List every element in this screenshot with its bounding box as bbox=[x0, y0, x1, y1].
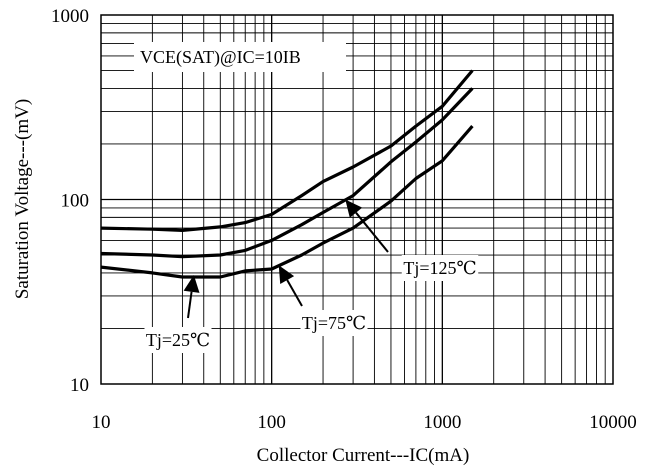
series-line bbox=[100, 87, 474, 259]
annotation-label: Tj=25℃ bbox=[146, 330, 210, 350]
annotation-arrow-head bbox=[345, 199, 363, 218]
x-tick-label: 1000 bbox=[423, 412, 461, 433]
condition-label: VCE(SAT)@IC=10IB bbox=[140, 47, 301, 68]
annotation-label-background bbox=[144, 327, 212, 353]
condition-box-background bbox=[134, 42, 346, 72]
annotations: Tj=125℃ Tj=75℃ Tj=25℃ bbox=[144, 199, 479, 353]
annotation-label: Tj=75℃ bbox=[302, 313, 366, 333]
y-axis-label: Saturation Voltage---(mV) bbox=[12, 99, 33, 299]
y-tick-label: 10 bbox=[70, 375, 89, 396]
y-tick-label: 1000 bbox=[51, 6, 89, 27]
annotation-arrow-head bbox=[278, 265, 295, 285]
y-tick-label: 100 bbox=[61, 191, 90, 212]
annotation-arrow-head bbox=[183, 274, 200, 293]
x-tick-label: 10 bbox=[92, 412, 111, 433]
x-axis-label: Collector Current---IC(mA) bbox=[257, 445, 470, 466]
series-lines bbox=[100, 69, 474, 279]
x-tick-label: 10000 bbox=[589, 412, 637, 433]
annotation-arrow-shaft bbox=[286, 279, 303, 307]
annotation-arrow-shaft bbox=[355, 212, 389, 253]
condition-box: VCE(SAT)@IC=10IB bbox=[134, 42, 346, 72]
annotation-label-background bbox=[300, 310, 368, 336]
tick-labels: 10 100 1000 10000 10 100 1000 bbox=[51, 6, 637, 433]
annotation-arrow-shaft bbox=[187, 291, 193, 319]
x-tick-label: 100 bbox=[257, 412, 286, 433]
annotation-label: Tj=125℃ bbox=[403, 258, 476, 278]
annotation-label-background bbox=[401, 255, 479, 281]
plot-frame bbox=[100, 14, 614, 385]
series-line bbox=[100, 69, 474, 232]
series-line bbox=[100, 125, 474, 279]
